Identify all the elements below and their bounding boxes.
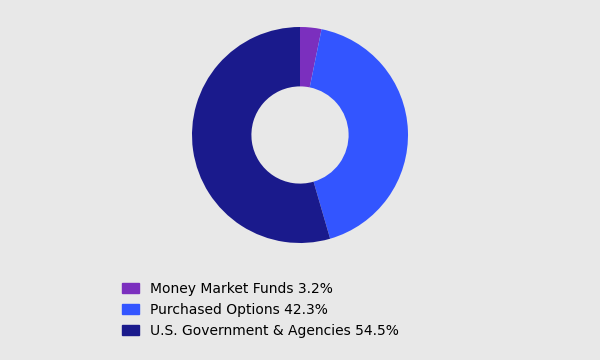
Wedge shape: [192, 27, 330, 243]
Wedge shape: [310, 29, 408, 239]
Legend: Money Market Funds 3.2%, Purchased Options 42.3%, U.S. Government & Agencies 54.: Money Market Funds 3.2%, Purchased Optio…: [115, 275, 406, 345]
Wedge shape: [300, 27, 322, 87]
